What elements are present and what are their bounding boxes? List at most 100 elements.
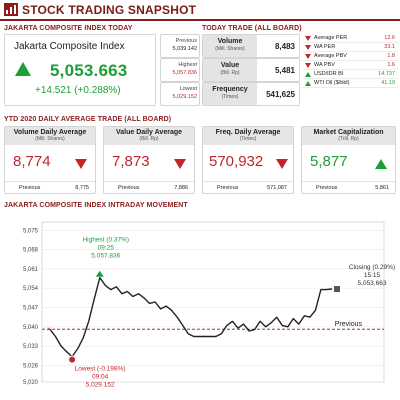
ytd-card-market-cap: Market Capitalization (Trill. Rp) 5,877 P… [301,126,396,194]
down-arrow-icon [276,159,288,169]
ratio-label: USD/IDR BI [314,71,344,77]
ratio-row: WTI Oil ($/bbl) 41.19 [302,79,398,88]
ytd-prev-label: Previous [316,185,338,191]
trade-row-volume: Volume (Mill. Shares) 8,483 [202,34,300,58]
trade-label: Value [220,62,240,69]
stat-label: Highest [178,62,197,68]
ytd-prev-value: 571,087 [267,185,287,191]
highest-annotation: 5,057.836 [91,253,120,260]
trade-unit: (Mill. Shares) [215,46,245,52]
y-tick-label: 5,047 [23,306,39,312]
ytd-card-unit: (Trill. Rp) [338,136,359,142]
intraday-chart: 5,020 5,026 5,033 5,040 5,047 5,054 5,061 5,068… [0,210,400,400]
lowest-marker-icon [68,355,77,364]
ratio-row: WA PBV 1.6 [302,61,398,70]
highest-annotation: Highest (0.37%) [82,237,129,244]
closing-annotation: 5,053.663 [358,280,387,287]
ytd-card-value: 5,877 [310,153,348,170]
ytd-card-value: 8,774 [13,153,51,170]
ratio-label: Average PBV [314,53,347,59]
ytd-card-title: Freq. Daily Average [215,129,281,136]
ratio-label: WA PBV [314,62,335,68]
stat-lowest: Lowest 5,029.152 [160,82,200,106]
today-trade-table: Volume (Mill. Shares) 8,483 Value (Bill.… [202,34,300,106]
jci-value: 5,053.663 [50,61,128,80]
highest-annotation: 09:25 [98,245,115,252]
ratio-value: 1.6 [387,62,395,68]
ytd-card-value: 570,932 [209,153,264,170]
y-tick-label: 5,068 [23,248,39,254]
jci-stats: Previous 5,039.142 Highest 5,057.836 Low… [160,34,200,106]
stat-value: 5,039.142 [172,46,197,52]
up-arrow-icon [15,62,31,76]
down-triangle-icon [305,45,311,50]
ratio-list: Average PER 12.6 WA PER 33.1 Average PBV 1.… [302,34,398,106]
ytd-card-title: Market Capitalization [313,129,384,136]
ratio-row: WA PER 33.1 [302,43,398,52]
header-divider [0,19,400,21]
ytd-section-title: YTD 2020 DAILY AVERAGE TRADE (ALL BOARD) [4,116,172,123]
trade-label: Volume [217,38,243,45]
intraday-chart-svg: 5,020 5,026 5,033 5,040 5,047 5,054 5,061 5,068… [23,221,395,389]
lowest-annotation: Lowest (-0.198%) [75,366,126,373]
ratio-label: WA PER [314,44,336,50]
ytd-card-unit: (Times) [239,136,257,142]
trade-label: Frequency [212,86,248,93]
down-arrow-icon [174,159,186,169]
page-title: STOCK TRADING SNAPSHOT [22,3,197,17]
ytd-prev-label: Previous [217,185,239,191]
down-arrow-icon [75,159,87,169]
closing-marker-icon [334,286,340,293]
ytd-card-volume: Volume Daily Average (Mill. Shares) 8,774… [4,126,96,194]
ytd-card-title: Value Daily Average [115,129,183,136]
ytd-prev-label: Previous [19,185,41,191]
ytd-prev-label: Previous [118,185,140,191]
ratio-row: Average PER 12.6 [302,34,398,43]
ytd-prev-value: 8,775 [75,185,89,191]
stat-label: Previous [175,38,197,44]
up-arrow-icon [375,159,387,169]
page-header: STOCK TRADING SNAPSHOT [0,0,400,21]
plot-area [41,221,385,383]
closing-annotation: 15:15 [364,272,381,279]
ratio-value: 14,737 [378,71,395,77]
y-tick-label: 5,033 [23,344,39,350]
chart-section-title: JAKARTA COMPOSITE INDEX INTRADAY MOVEMEN… [4,202,188,209]
trade-row-value: Value (Bill. Rp) 5,481 [202,58,300,82]
closing-annotation: Closing (0.29%) [349,264,395,271]
stat-highest: Highest 5,057.836 [160,58,200,82]
trade-value: 8,483 [274,42,295,51]
ytd-card-value: Value Daily Average (Bill. Rp) 7,873 Prev… [103,126,195,194]
lowest-annotation: 5,029.152 [86,382,115,389]
down-triangle-icon [305,63,311,68]
jci-section-title: JAKARTA COMPOSITE INDEX TODAY [4,25,133,32]
today-trade-section-title: TODAY TRADE (ALL BOARD) [202,25,302,32]
down-triangle-icon [305,36,311,41]
start-marker-icon: × [47,327,51,334]
ytd-card-title: Volume Daily Average [13,129,87,136]
trade-unit: (Times) [221,94,239,100]
y-tick-label: 5,054 [23,286,39,292]
previous-label: Previous [335,321,363,328]
trade-value: 5,481 [274,66,295,75]
down-triangle-icon [305,54,311,59]
jci-summary-card: Jakarta Composite Index 5,053.663 +14.52… [4,34,156,106]
jci-change: +14.521 (+0.288%) [35,85,121,96]
ratio-row: USD/IDR BI 14,737 [302,70,398,79]
stat-value: 5,029.152 [172,94,197,100]
y-tick-label: 5,026 [23,363,39,369]
ytd-card-frequency: Freq. Daily Average (Times) 570,932 Previ… [202,126,294,194]
ratio-value: 33.1 [384,44,395,50]
ytd-card-unit: (Mill. Shares) [35,136,65,142]
y-tick-label: 5,020 [23,380,39,386]
up-triangle-icon [305,81,311,86]
up-triangle-icon [305,72,311,77]
highest-marker-icon [95,270,104,277]
ratio-value: 12.6 [384,35,395,41]
y-tick-label: 5,075 [23,228,39,234]
y-tick-label: 5,040 [23,325,39,331]
ytd-card-value: 7,873 [112,153,150,170]
y-tick-label: 5,061 [23,267,39,273]
stat-value: 5,057.836 [172,70,197,76]
ytd-prev-value: 5,861 [375,185,389,191]
